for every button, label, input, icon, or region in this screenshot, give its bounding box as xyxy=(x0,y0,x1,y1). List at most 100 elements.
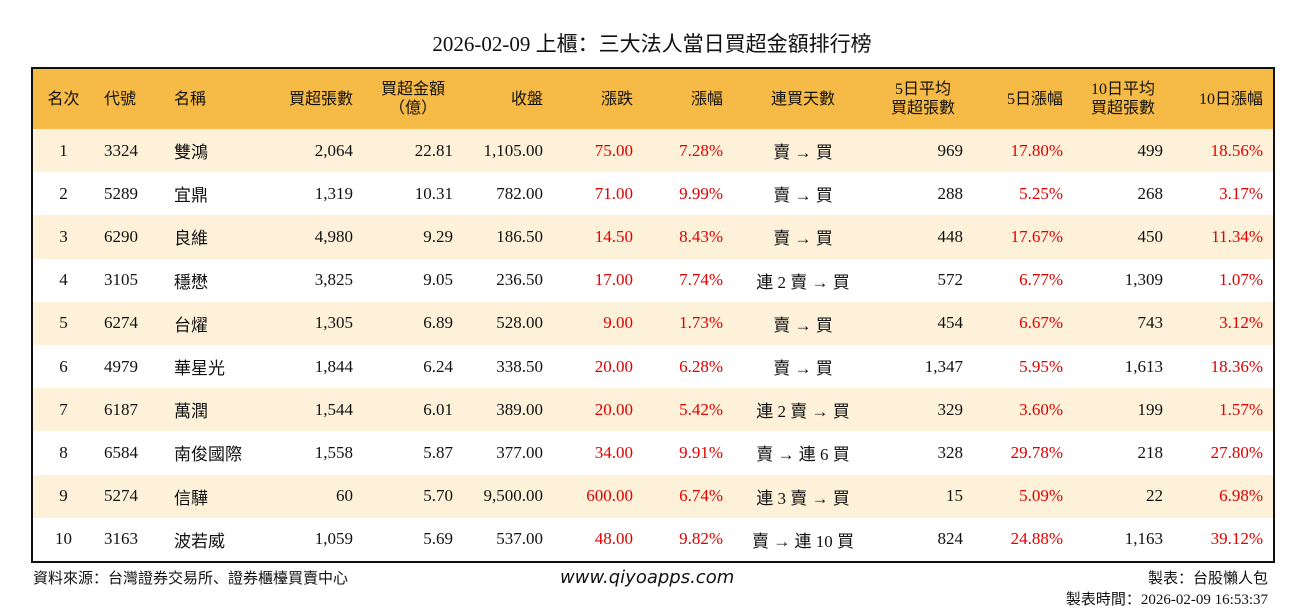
cell: 268 xyxy=(1137,183,1164,203)
cell: 1,844 xyxy=(314,356,353,376)
cell: 22.81 xyxy=(414,140,453,160)
cell: 27.80% xyxy=(1210,442,1263,462)
header-cell: 漲幅 xyxy=(643,68,733,129)
cell: 3.60% xyxy=(1019,399,1063,419)
cell: 288 xyxy=(937,183,964,203)
cell: 宜鼎 xyxy=(174,186,208,206)
cell: 1,319 xyxy=(314,183,353,203)
cell: 5.69 xyxy=(423,529,453,549)
table-body: 1 3324 雙鴻 2,064 22.81 1,105.00 75.00 7.28% 賣 → 買… xyxy=(32,129,1274,562)
cell: 6.98% xyxy=(1219,486,1263,506)
cell: 5.42% xyxy=(679,399,723,419)
table-row: 7 6187 萬潤 1,544 6.01 389.00 20.00 5.42% 連 2 賣 → … xyxy=(32,388,1274,432)
website: www.qiyoapps.com xyxy=(560,567,735,588)
cell: 14.50 xyxy=(594,226,633,246)
cell: 15 xyxy=(946,486,963,506)
cell: 7.28% xyxy=(679,140,723,160)
table-row: 9 5274 信驊 60 5.70 9,500.00 600.00 6.74% 連 3 賣 → … xyxy=(32,474,1274,518)
time: 製表時間：2026-02-09 16:53:37 xyxy=(1065,592,1268,608)
cell: 6.77% xyxy=(1019,270,1063,290)
cell: 537.00 xyxy=(496,529,543,549)
cell: 450 xyxy=(1137,226,1164,246)
header-text: 買超張數 xyxy=(1090,100,1155,117)
cell: 6187 xyxy=(104,399,138,419)
cell: 22 xyxy=(1146,486,1163,506)
cell: 5 xyxy=(59,313,68,333)
cell: 5289 xyxy=(104,183,138,203)
cell: 236.50 xyxy=(496,270,543,290)
cell: 1.57% xyxy=(1219,399,1263,419)
cell: 5.95% xyxy=(1019,356,1063,376)
cell: 3,825 xyxy=(314,270,353,290)
header-text: 10日平均 xyxy=(1090,81,1155,98)
cell: 48.00 xyxy=(594,529,633,549)
cell: 18.36% xyxy=(1210,356,1263,376)
cell: 9.91% xyxy=(679,442,723,462)
cell: 3 xyxy=(59,226,68,246)
cell: 4,980 xyxy=(314,226,353,246)
cell: 6.28% xyxy=(679,356,723,376)
cell: 3324 xyxy=(104,140,138,160)
header-cell: 名稱 xyxy=(164,68,263,129)
cell: 338.50 xyxy=(496,356,543,376)
cell: 1,059 xyxy=(314,529,353,549)
cell: 5.87 xyxy=(423,442,453,462)
header-cell: 收盤 xyxy=(463,68,553,129)
header-text: 連買天數 xyxy=(770,90,835,108)
header-cell: 漲跌 xyxy=(553,68,643,129)
cell: 南俊國際 xyxy=(174,445,242,465)
cell: 賣 → 買 xyxy=(773,315,833,335)
cell: 賣 → 買 xyxy=(773,229,833,249)
header-text: 名次 xyxy=(47,90,80,108)
cell: 1,305 xyxy=(314,313,353,333)
cell: 969 xyxy=(937,140,964,160)
cell: 6.01 xyxy=(423,399,453,419)
cell: 3.17% xyxy=(1219,183,1263,203)
cell: 199 xyxy=(1137,399,1164,419)
cell: 448 xyxy=(937,226,964,246)
header-text: 漲跌 xyxy=(600,90,633,108)
header-row: 名次 代號 名稱 買超張數 買超金額 （億） 收盤 漲跌 漲幅 連買天數 5日平均 買超張數 5日漲幅 1… xyxy=(32,68,1274,129)
header-text: 買超金額 xyxy=(380,81,445,98)
cell: 5.09% xyxy=(1019,486,1063,506)
cell: 71.00 xyxy=(594,183,633,203)
cell: 賣 → 連 10 買 xyxy=(752,531,854,551)
cell: 34.00 xyxy=(594,442,633,462)
cell: 1,347 xyxy=(924,356,963,376)
cell: 17.67% xyxy=(1010,226,1063,246)
cell: 良維 xyxy=(174,229,208,249)
cell: 賣 → 買 xyxy=(773,186,833,206)
cell: 328 xyxy=(937,442,964,462)
header-text: 10日漲幅 xyxy=(1198,90,1263,108)
cell: 2,064 xyxy=(314,140,353,160)
cell: 20.00 xyxy=(594,356,633,376)
cell: 賣 → 連 6 買 xyxy=(756,445,850,465)
cell: 3163 xyxy=(104,529,138,549)
header-cell: 5日平均 買超張數 xyxy=(873,68,973,129)
cell: 18.56% xyxy=(1210,140,1263,160)
cell: 8 xyxy=(59,442,68,462)
cell: 9 xyxy=(59,486,68,506)
cell: 9,500.00 xyxy=(483,486,544,506)
header-text: 代號 xyxy=(104,90,137,108)
cell: 782.00 xyxy=(496,183,543,203)
table-row: 4 3105 穩懋 3,825 9.05 236.50 17.00 7.74% 連 2 賣 → … xyxy=(32,259,1274,302)
maker: 製表：台股懶人包 xyxy=(1147,571,1268,587)
table-row: 8 6584 南俊國際 1,558 5.87 377.00 34.00 9.91% 賣 → 連 … xyxy=(32,431,1274,474)
cell: 7.74% xyxy=(679,270,723,290)
header-cell: 10日漲幅 xyxy=(1173,68,1274,129)
header-text: （億） xyxy=(388,100,437,117)
cell: 11.34% xyxy=(1211,226,1263,246)
cell: 9.05 xyxy=(423,270,453,290)
cell: 17.00 xyxy=(594,270,633,290)
cell: 1,558 xyxy=(314,442,353,462)
cell: 24.88% xyxy=(1010,529,1063,549)
header-cell: 名次 xyxy=(32,68,94,129)
cell: 499 xyxy=(1137,140,1164,160)
cell: 2 xyxy=(59,183,68,203)
cell: 9.99% xyxy=(679,183,723,203)
header-text: 買超張數 xyxy=(288,90,353,108)
cell: 台燿 xyxy=(174,315,208,335)
cell: 波若威 xyxy=(174,531,225,551)
